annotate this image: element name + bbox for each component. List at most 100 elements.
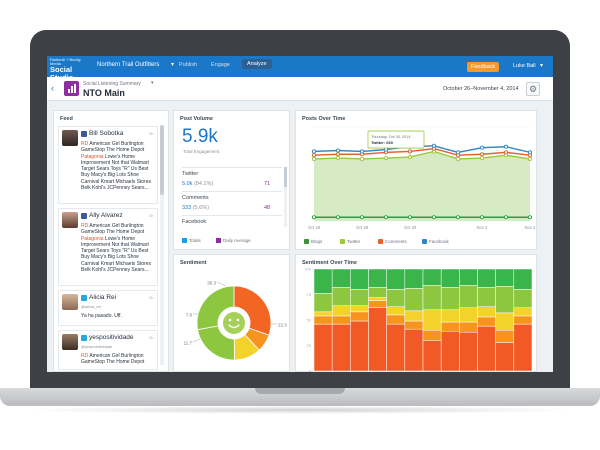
x-tick-label: Oct 26 bbox=[308, 225, 321, 230]
post-author[interactable]: yespositividade bbox=[89, 334, 134, 341]
stacked-bar-segment bbox=[313, 323, 333, 372]
avatar bbox=[62, 130, 78, 146]
org-selector[interactable]: Northern Trail Outfitters bbox=[97, 62, 160, 68]
volume-scrollbar[interactable] bbox=[284, 167, 287, 227]
feedback-button[interactable]: Feedback bbox=[467, 62, 500, 72]
nav-analyze[interactable]: Analyze bbox=[242, 59, 272, 69]
stacked-bar-segment bbox=[513, 307, 533, 317]
post-time: 2h bbox=[149, 131, 154, 136]
stacked-bar-segment bbox=[440, 287, 460, 311]
stacked-bar-segment bbox=[313, 268, 333, 294]
stacked-bar-segment bbox=[386, 314, 406, 325]
chevron-down-icon[interactable]: ▾ bbox=[540, 63, 544, 69]
stacked-bar-segment bbox=[477, 287, 496, 307]
stacked-bar-segment bbox=[350, 311, 369, 322]
date-range-picker[interactable]: October 26–November 4, 2014 bbox=[443, 86, 519, 92]
post-body: RD American Girl Burlington GameStop The… bbox=[81, 353, 145, 366]
donut-slice bbox=[196, 285, 235, 331]
volume-row-average: 48 bbox=[264, 205, 271, 211]
x-tick-label: Oct 30 bbox=[404, 225, 417, 230]
gear-icon[interactable]: ⚙ bbox=[526, 82, 540, 96]
sentiment-over-time-title: Sentiment Over Time bbox=[302, 260, 357, 266]
stacked-bar-segment bbox=[459, 331, 478, 372]
stacked-bar-segment bbox=[459, 321, 478, 333]
stacked-bar-segment bbox=[422, 329, 442, 341]
feed-post[interactable]: yespositividade 2h @yespositividade RD A… bbox=[58, 330, 158, 370]
laptop-base bbox=[0, 388, 600, 406]
feed-post[interactable]: Alicia Rei 2h @alicia_rei Ya ha pasado. … bbox=[58, 290, 158, 326]
stacked-bar-segment bbox=[459, 268, 478, 286]
legend-item-blogs[interactable]: Blogs bbox=[304, 239, 322, 244]
data-point bbox=[383, 215, 389, 220]
tooltip-value: Twitter: 660 bbox=[371, 140, 394, 145]
legend-item-daily-average[interactable]: Daily Average bbox=[216, 238, 251, 243]
stacked-bar-segment bbox=[368, 307, 387, 372]
stacked-bar-segment bbox=[350, 268, 369, 290]
feed-scrollbar[interactable] bbox=[160, 125, 164, 365]
chevron-down-icon[interactable]: ▾ bbox=[171, 62, 175, 68]
stacked-bar-segment bbox=[404, 268, 424, 289]
feed-title: Feed bbox=[60, 116, 73, 122]
stacked-bar-segment bbox=[513, 268, 533, 290]
back-arrow-icon[interactable]: ‹ bbox=[51, 83, 54, 93]
stacked-bar-segment bbox=[477, 268, 496, 288]
stacked-bar-segment bbox=[386, 306, 406, 316]
posts-over-time-panel: Posts Over Time Oct 26 Oct 28 Oct 30 Nov 2 N… bbox=[295, 110, 537, 250]
legend-item-totals[interactable]: Totals bbox=[182, 238, 201, 243]
feed-post[interactable]: Ally Alvarez 2h RD American Girl Burling… bbox=[58, 208, 158, 286]
stacked-bar-segment bbox=[422, 309, 442, 331]
data-point bbox=[527, 150, 533, 155]
slice-label: 30.3 bbox=[207, 281, 216, 286]
stacked-bar-segment bbox=[513, 323, 533, 372]
divider bbox=[182, 215, 282, 216]
sentiment-over-time-panel: Sentiment Over Time 100 75 50 25 0 bbox=[295, 254, 537, 372]
volume-row-average: 71 bbox=[264, 181, 271, 187]
smiley-mouth bbox=[228, 324, 240, 329]
post-volume-title: Post Volume bbox=[180, 116, 213, 122]
stacked-bar-segment bbox=[313, 315, 333, 325]
data-point bbox=[455, 156, 461, 162]
total-engagement-caption: Total Engagement bbox=[183, 149, 220, 154]
user-menu[interactable]: Luke Ball bbox=[513, 63, 536, 69]
post-author[interactable]: Bill Sobotka bbox=[89, 130, 124, 137]
smiley-icon bbox=[223, 312, 245, 334]
data-point bbox=[335, 155, 341, 161]
series-line-comments bbox=[313, 147, 531, 156]
x-tick-label: Oct 28 bbox=[356, 225, 369, 230]
nav-publish[interactable]: Publish bbox=[179, 62, 198, 68]
posts-over-time-chart: Oct 26 Oct 28 Oct 30 Nov 2 Nov 4 Thursday, Oc… bbox=[308, 126, 536, 230]
brand-sup: Radian6 + Buddy Media bbox=[50, 57, 81, 66]
stacked-bar-segment bbox=[495, 312, 515, 331]
stacked-bar-segment bbox=[350, 320, 369, 372]
feed-post[interactable]: Bill Sobotka 2h RD American Girl Burling… bbox=[58, 126, 158, 204]
volume-row-value: 333 (5.6%) bbox=[182, 205, 209, 211]
twitter-icon bbox=[81, 335, 87, 341]
stacked-bar-segment bbox=[440, 321, 460, 332]
legend-item-facebook[interactable]: Facebook bbox=[422, 239, 449, 244]
legend-item-comments[interactable]: Comments bbox=[378, 239, 407, 244]
chevron-down-icon[interactable]: ▾ bbox=[151, 80, 154, 86]
stacked-bar-segment bbox=[331, 315, 351, 325]
post-author[interactable]: Alicia Rei bbox=[89, 294, 117, 301]
volume-row-label: Facebook bbox=[182, 219, 207, 225]
legend-item-twitter[interactable]: Twitter bbox=[340, 239, 360, 244]
post-volume-panel: Post Volume 5.9k Total Engagement Twitte… bbox=[173, 110, 290, 250]
stacked-bar-segment bbox=[331, 287, 351, 306]
data-point bbox=[335, 148, 341, 153]
twitter-area bbox=[314, 151, 530, 221]
data-point bbox=[455, 150, 461, 155]
stacked-bar-segment bbox=[422, 340, 442, 372]
post-author[interactable]: Ally Alvarez bbox=[89, 212, 123, 219]
stacked-bar-segment bbox=[477, 316, 496, 327]
stacked-bar-segment bbox=[313, 311, 333, 317]
series-line-twitter bbox=[313, 150, 531, 160]
nav-engage[interactable]: Engage bbox=[211, 62, 230, 68]
data-point bbox=[527, 156, 533, 162]
data-point bbox=[383, 155, 389, 161]
stacked-bar-segment bbox=[513, 289, 533, 309]
feed-panel: Feed Bill Sobotka 2h RD American Girl Bu… bbox=[53, 110, 169, 372]
x-tick-label: Nov 2 bbox=[477, 225, 489, 230]
stacked-bar-segment bbox=[495, 268, 515, 287]
facebook-icon bbox=[81, 131, 87, 137]
data-point bbox=[311, 156, 317, 162]
